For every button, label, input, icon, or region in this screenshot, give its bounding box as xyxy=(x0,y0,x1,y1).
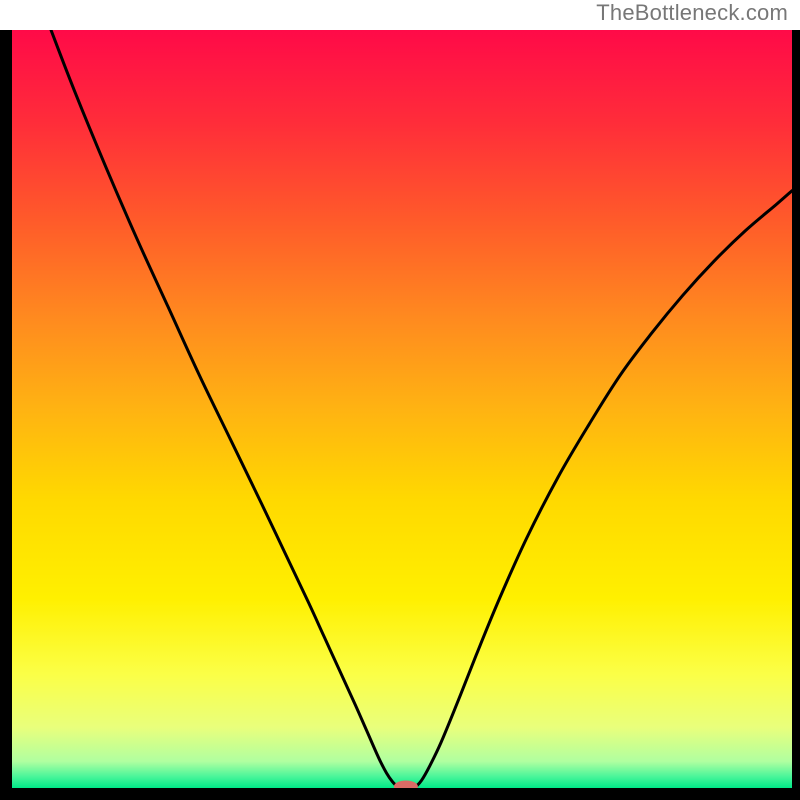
chart-container: TheBottleneck.com xyxy=(0,0,800,800)
bottleneck-chart xyxy=(0,0,800,800)
watermark-text: TheBottleneck.com xyxy=(596,0,788,26)
